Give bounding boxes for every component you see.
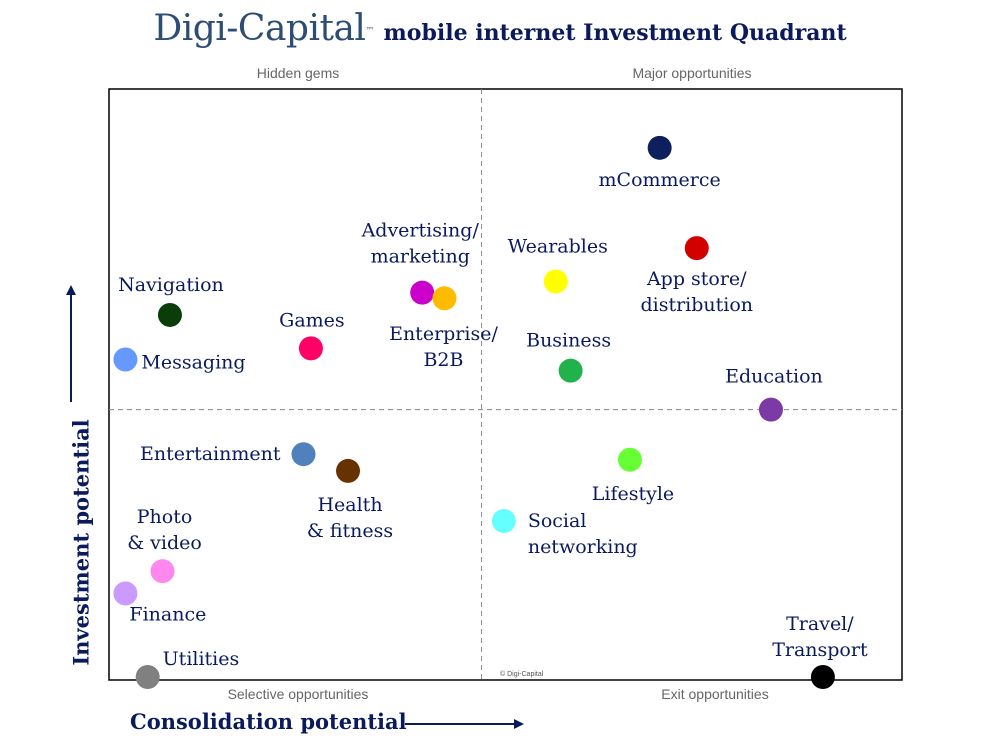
- data-point-label: Health & fitness: [307, 494, 393, 542]
- data-point: [291, 442, 316, 467]
- data-point: [758, 397, 783, 422]
- data-point: [157, 302, 182, 327]
- data-point: [647, 135, 672, 160]
- data-point: [113, 581, 138, 606]
- data-point-label: Navigation: [118, 274, 224, 296]
- data-point: [135, 665, 160, 689]
- brand-logo: Digi-Capital: [153, 8, 366, 49]
- data-point: [558, 358, 583, 383]
- x-axis-label: Consolidation potential: [130, 709, 407, 734]
- data-point: [617, 447, 642, 472]
- quadrant-label-selective-opportunities: Selective opportunities: [227, 686, 369, 702]
- quadrant-label-major-opportunities: Major opportunities: [632, 65, 752, 81]
- data-point-label: Games: [279, 309, 345, 331]
- quadrant-label-exit-opportunities: Exit opportunities: [661, 686, 769, 702]
- data-point-label: Travel/Transport: [772, 613, 868, 661]
- data-point: [491, 509, 516, 534]
- data-point-label: Business: [526, 330, 611, 352]
- plot-border: [108, 88, 903, 681]
- data-point-label: Photo & video: [127, 506, 202, 554]
- trademark: ™: [365, 26, 375, 37]
- data-point-label: Enterprise/B2B: [389, 323, 498, 371]
- data-point-label: Education: [725, 366, 823, 388]
- data-point-label: Entertainment: [140, 443, 281, 465]
- data-point-label: mCommerce: [599, 169, 721, 191]
- data-point: [298, 336, 323, 361]
- data-point: [336, 458, 361, 483]
- data-point-label: Utilities: [163, 648, 240, 670]
- data-point: [432, 286, 457, 311]
- data-point: [543, 269, 568, 294]
- data-point-label: Wearables: [508, 236, 608, 258]
- data-point: [810, 665, 835, 689]
- data-point-label: Messaging: [141, 352, 245, 374]
- data-point-label: Advertising/marketing: [361, 220, 480, 268]
- data-point-label: Lifestyle: [592, 483, 674, 505]
- quadrant-label-hidden-gems: Hidden gems: [256, 65, 340, 81]
- chart-subtitle: mobile internet Investment Quadrant: [383, 20, 847, 46]
- data-point-label: Social networking: [528, 510, 638, 558]
- chart-title: Digi-Capital™ mobile internet Investment…: [0, 8, 1000, 49]
- data-point: [410, 280, 435, 305]
- copyright-notice: © Digi-Capital: [500, 670, 544, 678]
- data-point: [684, 236, 709, 261]
- data-point-label: Finance: [129, 603, 206, 625]
- data-point: [113, 347, 138, 372]
- data-point-label: App store/distribution: [640, 268, 753, 316]
- data-point: [150, 559, 175, 584]
